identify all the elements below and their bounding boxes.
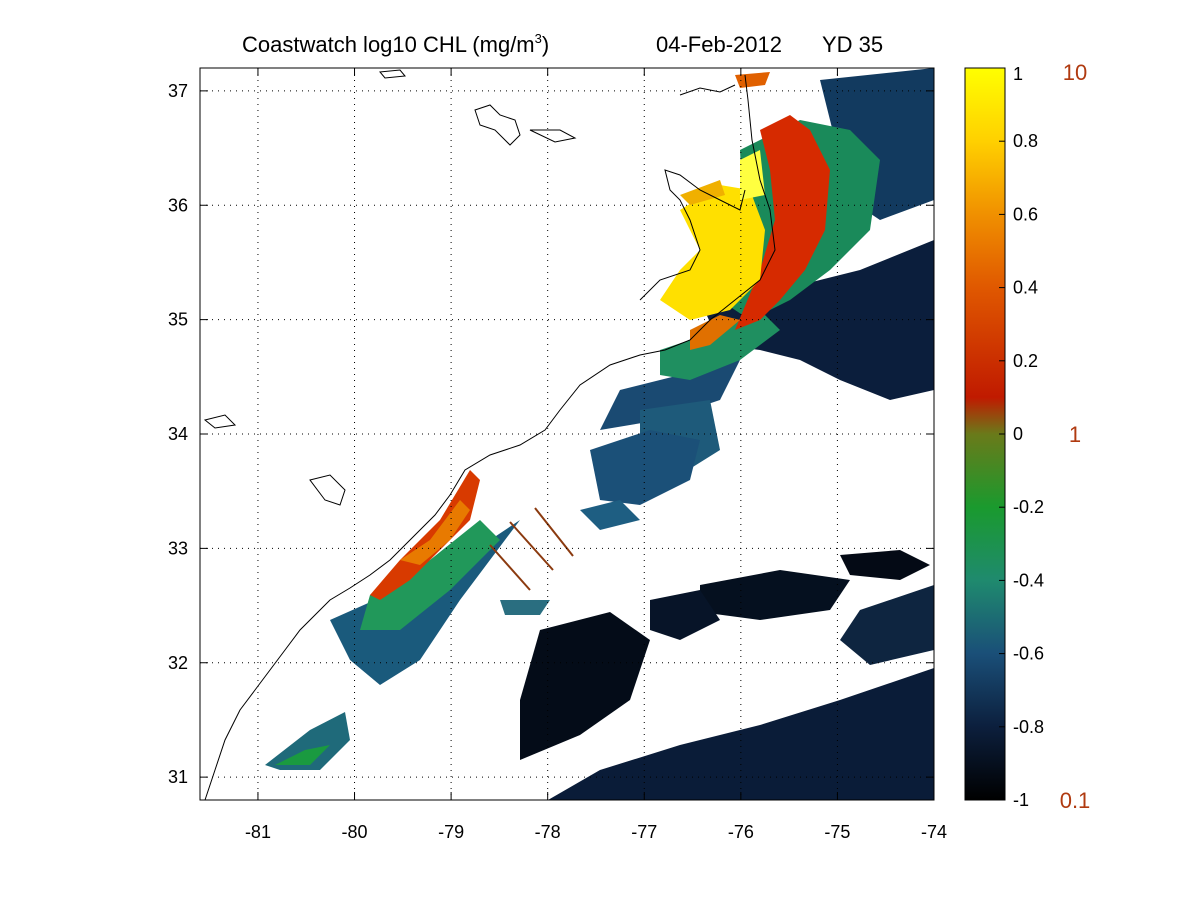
x-tick-label: -81 xyxy=(245,822,271,842)
colorbar-linear-label: 10 xyxy=(1063,60,1087,85)
winyah-bay-outline xyxy=(203,414,346,506)
y-tick-label: 31 xyxy=(168,767,188,787)
x-tick-label: -77 xyxy=(631,822,657,842)
title-yearday: YD 35 xyxy=(822,32,883,57)
colorbar-tick-label: -0.2 xyxy=(1013,497,1044,517)
colorbar-tick-label: 1 xyxy=(1013,64,1023,84)
x-tick-label: -74 xyxy=(921,822,947,842)
x-tick-label: -75 xyxy=(824,822,850,842)
x-tick-label: -76 xyxy=(728,822,754,842)
colorbar-tick-label: -1 xyxy=(1013,790,1029,810)
y-tick-label: 37 xyxy=(168,81,188,101)
colorbar-tick-label: -0.8 xyxy=(1013,717,1044,737)
colorbar-tick-label: -0.4 xyxy=(1013,570,1044,590)
title-main: Coastwatch log10 CHL (mg/m xyxy=(242,32,535,57)
chlorophyll-field-offshore xyxy=(265,68,934,800)
colorbar-tick-label: 0 xyxy=(1013,424,1023,444)
x-tick-label: -78 xyxy=(535,822,561,842)
x-axis-ticks: -81 -80 -79 -78 -77 -76 -75 -74 xyxy=(245,68,947,842)
x-tick-label: -79 xyxy=(438,822,464,842)
albemarle-sound-outline xyxy=(679,84,736,96)
colorbar-linear-label: 0.1 xyxy=(1060,788,1091,813)
coastline xyxy=(204,74,776,800)
title-superscript: 3 xyxy=(535,31,542,46)
colorbar-tick-label: -0.6 xyxy=(1013,644,1044,664)
colorbar-ticks: 1 0.8 0.6 0.4 0.2 0 -0.2 -0.4 -0.6 -0.8 -1 xyxy=(999,64,1044,810)
y-tick-label: 36 xyxy=(168,195,188,215)
colorbar-tick-label: 0.4 xyxy=(1013,278,1038,298)
colorbar-linear-label: 1 xyxy=(1069,422,1081,447)
colorbar-tick-label: 0.8 xyxy=(1013,131,1038,151)
y-tick-label: 34 xyxy=(168,424,188,444)
title-close: ) xyxy=(542,32,549,57)
chlorophyll-field-nearshore xyxy=(370,72,830,600)
colorbar-tick-label: 0.2 xyxy=(1013,351,1038,371)
colorbar-tick-label: 0.6 xyxy=(1013,204,1038,224)
inland-lakes-outline xyxy=(379,69,577,146)
pamlico-sound-outline xyxy=(639,169,746,301)
y-tick-label: 32 xyxy=(168,653,188,673)
y-axis-ticks: 31 32 33 34 35 36 37 xyxy=(168,81,934,787)
colorbar xyxy=(964,67,1006,801)
chart-title: Coastwatch log10 CHL (mg/m3) xyxy=(242,31,549,57)
y-tick-label: 33 xyxy=(168,538,188,558)
x-tick-label: -80 xyxy=(342,822,368,842)
title-date: 04-Feb-2012 xyxy=(656,32,782,57)
map-plot-area xyxy=(200,68,934,800)
y-tick-label: 35 xyxy=(168,310,188,330)
colorbar-linear-labels: 10 1 0.1 xyxy=(1060,60,1091,813)
